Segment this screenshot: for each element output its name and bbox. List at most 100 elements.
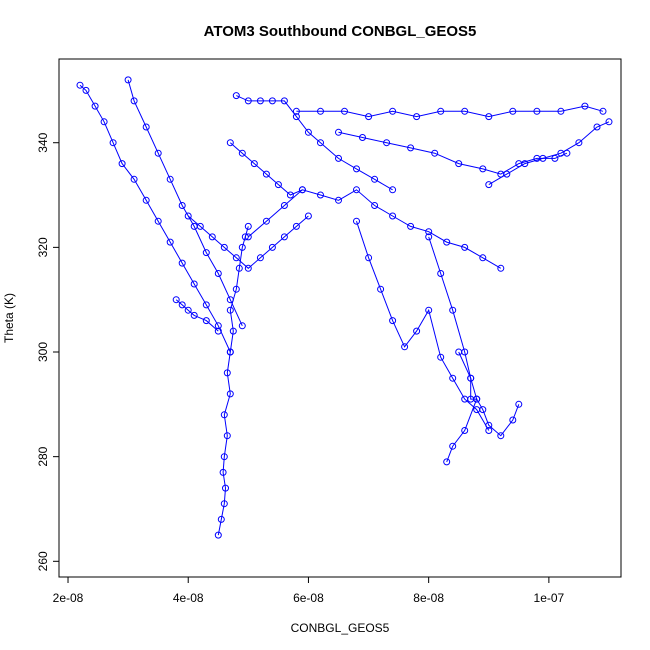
data-point <box>229 327 237 335</box>
data-point <box>130 97 138 105</box>
data-point <box>389 186 397 194</box>
data-point <box>443 458 451 466</box>
data-point <box>118 160 126 168</box>
data-point <box>76 81 84 89</box>
data-point <box>365 254 373 262</box>
data-point <box>223 432 231 440</box>
x-tick-label: 2e-08 <box>53 591 84 605</box>
data-point <box>256 97 264 105</box>
x-axis-label: CONBGL_GEOS5 <box>291 621 390 635</box>
data-point <box>214 531 222 539</box>
data-point <box>533 107 541 115</box>
data-point <box>130 175 138 183</box>
data-point <box>425 228 433 236</box>
data-point <box>91 102 99 110</box>
data-point <box>304 128 312 136</box>
data-point <box>353 217 360 225</box>
data-point <box>497 264 505 272</box>
data-point <box>232 254 240 262</box>
data-point <box>109 139 117 147</box>
data-point <box>142 196 150 204</box>
plot-marks <box>76 76 613 539</box>
data-point <box>497 432 505 440</box>
data-point <box>184 306 192 314</box>
data-point <box>226 296 234 304</box>
data-point <box>437 270 445 277</box>
x-tick-label: 1e-07 <box>534 591 565 605</box>
data-point <box>599 107 607 115</box>
data-point <box>214 322 222 330</box>
data-point <box>557 107 565 115</box>
data-point <box>341 107 348 115</box>
data-point <box>262 217 270 225</box>
data-point <box>455 160 463 168</box>
data-point <box>425 233 433 241</box>
data-point <box>190 311 198 319</box>
data-point <box>274 181 282 189</box>
data-point <box>353 165 360 173</box>
data-point <box>214 327 222 335</box>
data-point <box>371 175 379 183</box>
data-point <box>220 411 228 419</box>
y-tick-label: 320 <box>36 237 50 257</box>
data-point <box>226 348 234 356</box>
data-point <box>262 170 270 178</box>
series-line <box>247 189 502 269</box>
data-point <box>292 222 300 230</box>
data-point <box>317 139 324 147</box>
data-point <box>461 107 469 115</box>
data-point <box>298 186 306 194</box>
data-point <box>222 484 229 492</box>
data-point <box>184 212 192 220</box>
data-point <box>232 285 240 293</box>
data-point <box>226 306 234 314</box>
series-line <box>488 121 610 186</box>
data-point <box>371 202 379 209</box>
data-point <box>166 238 174 246</box>
data-point <box>154 217 162 225</box>
y-tick-label: 300 <box>36 342 50 362</box>
data-point <box>413 113 421 121</box>
data-point <box>202 249 210 257</box>
data-point <box>232 92 240 100</box>
data-point <box>238 149 246 157</box>
plot-frame <box>58 58 622 578</box>
data-point <box>449 442 457 450</box>
data-point <box>353 186 360 194</box>
data-point <box>178 301 186 309</box>
x-axis: 2e-08 4e-08 6e-08 8e-08 1e-07 <box>53 576 565 605</box>
data-point <box>82 86 90 94</box>
data-point <box>223 369 231 377</box>
data-point <box>365 113 373 121</box>
data-point <box>154 149 162 157</box>
data-point <box>581 102 589 110</box>
data-point <box>401 343 409 351</box>
y-tick-label: 340 <box>36 132 50 152</box>
data-point <box>268 243 276 251</box>
data-point <box>166 175 174 183</box>
data-point <box>304 212 312 220</box>
y-tick-label: 260 <box>36 551 50 571</box>
data-point <box>407 144 415 152</box>
data-point <box>335 128 342 136</box>
data-point <box>377 285 385 293</box>
data-point <box>557 149 565 157</box>
data-point <box>485 181 493 189</box>
data-point <box>431 149 439 157</box>
series-line <box>229 142 303 196</box>
data-point <box>335 196 342 204</box>
data-point <box>461 427 469 434</box>
data-point <box>437 107 445 115</box>
data-point <box>335 154 342 162</box>
data-point <box>479 165 487 173</box>
series-line <box>296 105 604 118</box>
data-point <box>461 243 469 251</box>
data-point <box>190 280 198 288</box>
data-point <box>539 154 547 162</box>
y-tick-label: 280 <box>36 446 50 466</box>
data-point <box>244 233 252 241</box>
y-axis: 260 280 300 320 340 <box>36 132 60 571</box>
data-point <box>479 406 487 414</box>
series-line <box>338 131 568 175</box>
chart-title: ATOM3 Southbound CONBGL_GEOS5 <box>204 23 477 40</box>
